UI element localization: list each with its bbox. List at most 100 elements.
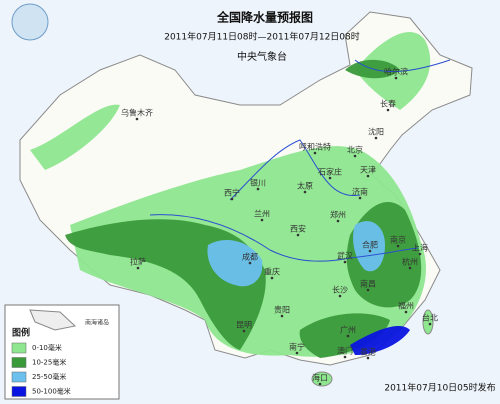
city-label: 北京 — [347, 145, 363, 155]
legend-swatch — [11, 386, 27, 397]
inset-label: 南海诸岛 — [85, 319, 109, 327]
city-dot — [346, 334, 350, 338]
city-dot — [328, 176, 332, 180]
city-label: 海口 — [312, 373, 328, 383]
city-dot — [338, 294, 342, 298]
legend-title: 图例 — [12, 327, 30, 339]
city-label: 太原 — [297, 181, 313, 191]
city-dot — [394, 76, 398, 80]
city-dot — [260, 218, 264, 222]
city-label: 南京 — [390, 235, 406, 245]
city-label: 西宁 — [224, 188, 240, 198]
city-dot — [353, 154, 357, 158]
city-label: 台北 — [422, 313, 438, 323]
city-dot — [428, 322, 432, 326]
city-label: 南昌 — [360, 279, 376, 289]
legend: 0-10毫米 10-25毫米 25-50毫米 50-100毫米 — [11, 342, 71, 397]
river — [149, 214, 419, 262]
city-dot — [366, 174, 370, 178]
city-dot — [408, 266, 412, 270]
city-label: 哈尔滨 — [384, 67, 408, 77]
city-dot — [374, 136, 378, 140]
city-dot — [358, 196, 362, 200]
city-dot — [336, 219, 340, 223]
city-dot — [135, 117, 139, 121]
inset-map — [29, 309, 77, 331]
city-dot — [366, 356, 370, 360]
city-label: 香港 — [360, 347, 376, 357]
city-dot — [280, 314, 284, 318]
river — [229, 139, 361, 201]
city-dot — [313, 151, 317, 155]
taiwan — [422, 309, 434, 335]
city-dot — [368, 249, 372, 253]
city-label: 石家庄 — [318, 167, 342, 177]
city-label: 济南 — [352, 187, 368, 197]
city-dot — [295, 351, 299, 355]
legend-label: 25-50毫米 — [32, 372, 66, 381]
city-label: 成都 — [242, 252, 258, 262]
city-label: 沈阳 — [368, 127, 384, 137]
precip-area — [30, 104, 120, 170]
city-label: 长春 — [380, 99, 396, 109]
city-dot — [248, 261, 252, 265]
city-label: 乌鲁木齐 — [121, 108, 153, 118]
subtitle: 2011年07月11日08时—2011年07月12日08时 — [164, 31, 360, 43]
city-dot — [303, 190, 307, 194]
city-label: 福州 — [398, 302, 414, 311]
city-dot — [270, 276, 274, 280]
precip-areas — [30, 31, 431, 358]
logo — [11, 3, 49, 41]
city-dot — [136, 266, 140, 270]
legend-label: 0-10毫米 — [32, 343, 62, 352]
city-label: 武汉 — [337, 251, 353, 261]
agency: 中央气象台 — [237, 50, 287, 63]
city-label: 南宁 — [289, 342, 305, 352]
city-label: 天津 — [360, 165, 376, 175]
precip-area — [299, 313, 390, 358]
hainan — [311, 371, 333, 387]
footer: 2011年07月10日05时发布 — [384, 382, 495, 394]
city-label: 昆明 — [236, 321, 252, 330]
city-dot — [404, 310, 408, 314]
city-dot — [386, 108, 390, 112]
city-label: 重庆 — [264, 267, 280, 277]
city-dot — [343, 260, 347, 264]
legend-swatch — [11, 357, 27, 368]
legend-label: 10-25毫米 — [32, 358, 66, 367]
title: 全国降水量预报图 — [216, 10, 313, 25]
city-dot — [296, 233, 300, 237]
city-label: 澳门 — [337, 346, 353, 356]
city-label: 上海 — [412, 243, 428, 253]
precip-area — [350, 325, 410, 355]
city-label: 拉萨 — [130, 257, 146, 267]
city-dot — [242, 329, 246, 333]
legend-label: 50-100毫米 — [32, 387, 71, 396]
city-label: 呼和浩特 — [299, 142, 331, 152]
city-label: 郑州 — [330, 210, 346, 220]
precip-area — [353, 221, 385, 272]
city-dot — [343, 355, 347, 359]
city-label: 长沙 — [332, 285, 348, 295]
city-label: 广州 — [340, 325, 356, 335]
city-label: 兰州 — [254, 209, 270, 219]
city-dot — [418, 252, 422, 256]
precip-area — [207, 240, 263, 287]
city-dot — [366, 288, 370, 292]
city-dot — [318, 382, 322, 386]
city-label: 西安 — [290, 224, 306, 234]
city-label: 合肥 — [362, 240, 378, 250]
city-label: 杭州 — [402, 257, 418, 267]
city-dot — [256, 187, 260, 191]
river — [354, 59, 451, 72]
city-dot — [396, 244, 400, 248]
legend-swatch — [11, 342, 27, 354]
city-label: 银川 — [250, 178, 266, 188]
city-dot — [230, 197, 234, 201]
rivers — [149, 59, 451, 262]
legend-swatch — [11, 371, 27, 383]
city-label: 贵阳 — [274, 305, 290, 315]
